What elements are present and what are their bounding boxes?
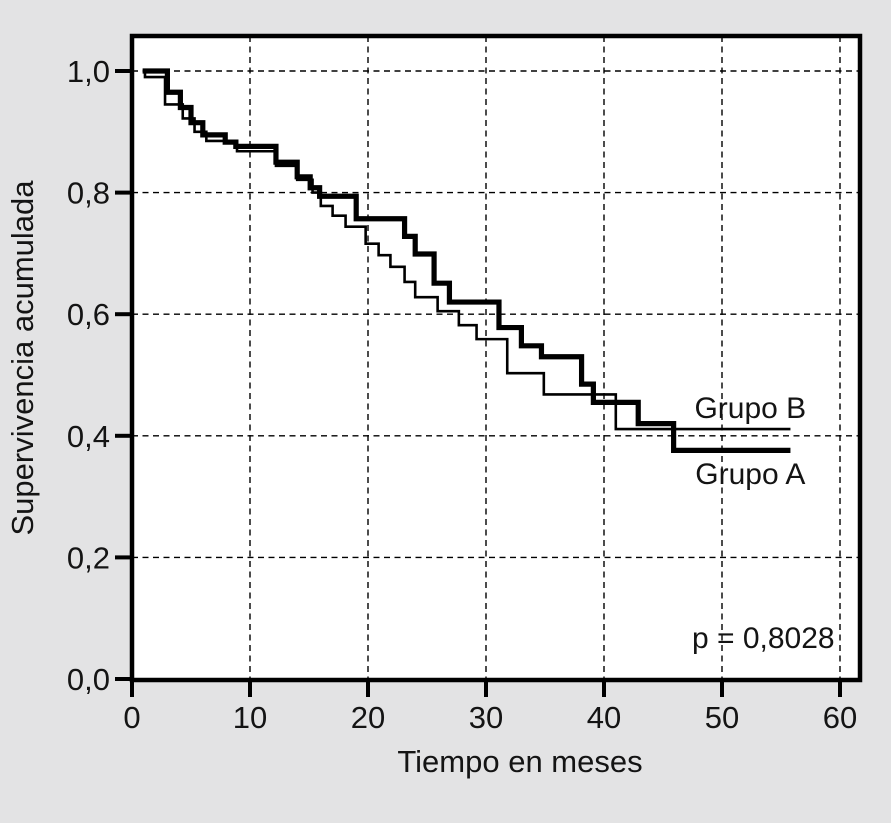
y-tick-label: 0,0	[67, 662, 110, 697]
x-tick-label: 0	[123, 700, 140, 735]
y-tick-label: 0,6	[67, 297, 110, 332]
x-axis-ticks: 0 10 20 30 40 50 60	[123, 682, 857, 735]
y-tick-label: 0,2	[67, 540, 110, 575]
grupo-a-label: Grupo A	[695, 458, 805, 491]
x-tick-label: 40	[587, 700, 621, 735]
series-grupo-a-line	[142, 68, 791, 453]
p-value-label: p = 0,8028	[692, 622, 835, 655]
plot-area	[132, 36, 860, 680]
series-grupo-b-line	[142, 69, 791, 431]
x-axis-title: Tiempo en meses	[397, 744, 642, 779]
series-layer	[142, 68, 791, 453]
y-tick-label: 1,0	[67, 54, 110, 89]
plot-border	[129, 33, 863, 683]
y-tick-label: 0,8	[67, 176, 110, 211]
x-tick-label: 60	[823, 700, 857, 735]
x-tick-label: 30	[469, 700, 503, 735]
y-tick-label: 0,4	[67, 419, 110, 454]
x-tick-label: 10	[233, 700, 267, 735]
x-tick-label: 20	[351, 700, 385, 735]
y-axis-ticks: 0,0 0,2 0,4 0,6 0,8 1,0	[67, 54, 130, 697]
grupo-b-label: Grupo B	[694, 392, 806, 425]
x-tick-label: 50	[705, 700, 739, 735]
gridlines	[132, 36, 860, 680]
y-axis-title: Supervivencia acumulada	[5, 180, 40, 536]
